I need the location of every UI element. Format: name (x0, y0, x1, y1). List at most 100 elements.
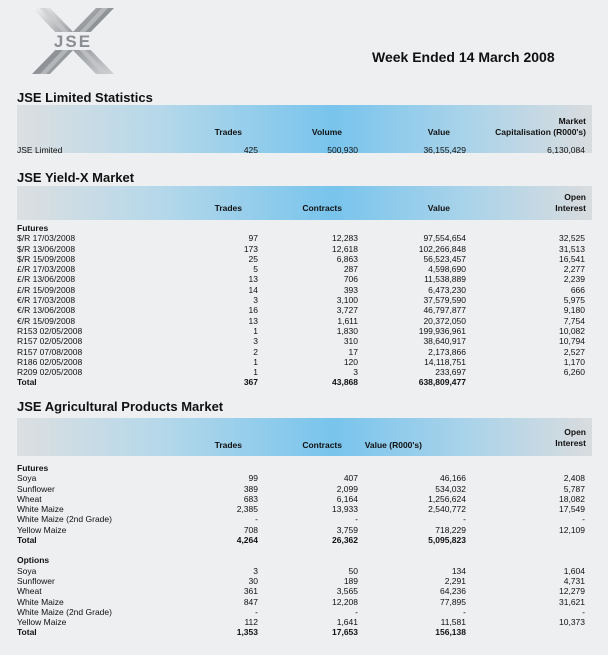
row-cell: 14 (248, 284, 258, 295)
row-cell: 425 (243, 145, 258, 155)
row-cell: - (463, 514, 466, 525)
table-row: R157 02/05/2008 3 310 38,640,917 10,794 (0, 336, 608, 346)
table-row: R157 07/08/2008 2 17 2,173,866 2,527 (0, 347, 608, 357)
row-label: Yellow Maize (17, 524, 67, 535)
row-cell: 2 (253, 346, 258, 357)
table-row: $/R 15/09/2008 25 6,863 56,523,457 16,541 (0, 254, 608, 264)
header-trades: Trades (214, 127, 242, 137)
row-cell: - (355, 606, 358, 617)
table-row: €/R 17/03/2008 3 3,100 37,579,590 5,975 (0, 295, 608, 305)
row-cell: 2,277 (563, 264, 585, 275)
row-cell: 189 (343, 575, 358, 586)
row-label: Soya (17, 473, 37, 484)
header-open: Open (564, 192, 586, 202)
table-row: R186 02/05/2008 1 120 14,118,751 1,170 (0, 357, 608, 367)
row-cell: 112 (244, 617, 258, 628)
header-value: Value (427, 127, 450, 137)
group-title: Options (0, 555, 608, 565)
table-row: White Maize (2nd Grade) - - - - (0, 514, 608, 524)
row-label: Wheat (17, 586, 42, 597)
agri-header-band: Trades Contracts Value (R000's) Open Int… (17, 418, 592, 456)
table-row: Soya 3 50 134 1,604 (0, 566, 608, 576)
row-cell: 3,727 (336, 305, 358, 316)
header-trades: Trades (214, 203, 242, 213)
row-cell: 1,611 (337, 315, 358, 326)
header-interest: Interest (555, 203, 586, 213)
table-row: $/R 17/03/2008 97 12,283 97,554,654 32,525 (0, 233, 608, 243)
row-cell: 718,229 (435, 524, 466, 535)
row-cell: - (582, 606, 585, 617)
row-cell: 847 (243, 596, 258, 607)
row-label: White Maize (17, 596, 64, 607)
header-contracts: Contracts (302, 203, 342, 213)
row-label: R209 02/05/2008 (17, 367, 83, 378)
row-cell: 17,549 (559, 504, 585, 515)
jse-logo: JSE (32, 8, 114, 74)
row-cell: 3 (253, 565, 258, 576)
table-row: €/R 13/06/2008 16 3,727 46,797,877 9,180 (0, 305, 608, 315)
row-label: £/R 13/06/2008 (17, 274, 76, 285)
row-label: £/R 17/03/2008 (17, 264, 76, 275)
row-cell: 16,541 (559, 253, 585, 264)
row-cell: 5,975 (563, 295, 585, 306)
row-cell: 310 (343, 336, 358, 347)
row-cell: 20,372,050 (423, 315, 466, 326)
row-cell: - (255, 514, 258, 525)
agri-table: Futures Soya 99 407 46,166 2,408 Sunflower 389 2… (0, 463, 608, 638)
row-cell: 43,868 (332, 377, 358, 388)
yieldx-table: Futures $/R 17/03/2008 97 12,283 97,554,654 3… (0, 223, 608, 388)
row-cell: - (355, 514, 358, 525)
row-label: $/R 13/06/2008 (17, 243, 76, 254)
table-row: £/R 17/03/2008 5 287 4,598,690 2,277 (0, 264, 608, 274)
row-cell: 12,208 (332, 596, 358, 607)
row-cell: 50 (348, 565, 358, 576)
row-cell: 10,082 (559, 325, 585, 336)
row-cell: 2,099 (336, 483, 358, 494)
row-cell: 10,794 (559, 336, 585, 347)
row-cell: 156,138 (435, 627, 466, 638)
row-cell: 638,809,477 (418, 377, 466, 388)
row-cell: 31,513 (559, 243, 585, 254)
row-cell: 534,032 (435, 483, 466, 494)
row-cell: - (463, 606, 466, 617)
header-interest: Interest (555, 438, 586, 448)
row-cell: 56,523,457 (423, 253, 466, 264)
row-cell: 26,362 (332, 535, 358, 546)
row-label: Wheat (17, 493, 42, 504)
group-title-label: Options (17, 555, 50, 566)
row-cell: 3,759 (336, 524, 358, 535)
table-row: Wheat 683 6,164 1,256,624 18,082 (0, 494, 608, 504)
header-open: Open (564, 427, 586, 437)
table-row: White Maize 2,385 13,933 2,540,772 17,549 (0, 504, 608, 514)
row-cell: 3 (253, 336, 258, 347)
table-row: Wheat 361 3,565 64,236 12,279 (0, 586, 608, 596)
row-cell: 1,170 (563, 356, 585, 367)
row-label: Total (17, 535, 37, 546)
yieldx-header-band: Trades Contracts Value Open Interest (17, 186, 592, 220)
row-cell: 38,640,917 (423, 336, 466, 347)
row-cell: 287 (343, 264, 358, 275)
svg-text:JSE: JSE (54, 32, 92, 51)
row-cell: 25 (248, 253, 258, 264)
row-cell: 367 (243, 377, 258, 388)
table-row: R209 02/05/2008 1 3 233,697 6,260 (0, 367, 608, 377)
row-label: $/R 15/09/2008 (17, 253, 76, 264)
row-label: Total (17, 377, 37, 388)
row-cell: 2,291 (444, 575, 466, 586)
row-cell: 102,266,848 (418, 243, 466, 254)
row-label: White Maize (2nd Grade) (17, 514, 112, 525)
row-cell: 199,936,961 (418, 325, 466, 336)
row-cell: 134 (451, 565, 466, 576)
row-cell: 9,180 (563, 305, 585, 316)
row-cell: 14,118,751 (424, 356, 466, 367)
row-cell: 11,581 (440, 617, 466, 628)
row-cell: 31,621 (559, 596, 585, 607)
row-cell: 7,754 (563, 315, 585, 326)
table-row: White Maize (2nd Grade) - - - - (0, 607, 608, 617)
row-cell: 11,538,889 (424, 274, 466, 285)
row-cell: 4,731 (563, 575, 585, 586)
row-cell: 389 (243, 483, 258, 494)
week-title: Week Ended 14 March 2008 (372, 49, 555, 65)
jse-limited-table: JSE Limited 425 500,930 36,155,429 6,130,084 (0, 145, 608, 155)
row-label: Soya (17, 565, 37, 576)
